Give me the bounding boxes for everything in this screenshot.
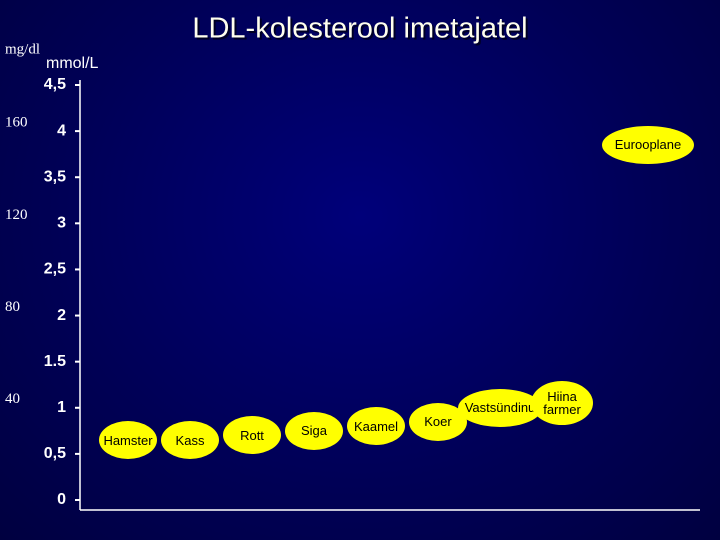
y-tick-label: 1.5: [44, 353, 66, 370]
y-tick-label: 0: [57, 491, 66, 508]
y-tick-label: 2,5: [44, 261, 66, 278]
bubble: Kaamel: [347, 407, 405, 446]
bubble: Rott: [223, 416, 281, 455]
category-label: Vastsündinu: [464, 400, 536, 416]
category-label: Eurooplane: [614, 137, 682, 153]
bubble: Vastsündinu: [458, 388, 542, 427]
chart-title: LDL-kolesterool imetajatel: [192, 13, 527, 45]
category-label: Rott: [240, 427, 264, 443]
bubble: Siga: [285, 411, 343, 450]
category-label: Hamster: [103, 432, 153, 448]
y-tick-label: 4: [57, 122, 66, 139]
category-label: Kass: [175, 432, 205, 448]
y2-tick-label: 120: [5, 207, 28, 223]
bubble: Hiina farmer: [531, 381, 593, 426]
category-label: Hiina farmer: [543, 389, 581, 418]
y-tick-label: 4,5: [44, 76, 66, 93]
y-tick-label: 1: [57, 399, 66, 416]
title-shadow: LDL-kolesterool imetajatel: [194, 15, 529, 47]
y-tick-label: 0,5: [44, 445, 66, 462]
y-axis-label: mmol/L: [46, 55, 99, 72]
category-label: Koer: [424, 414, 452, 430]
y-tick-label: 2: [57, 307, 66, 324]
y-tick-label: 3,5: [44, 168, 66, 185]
y-tick-label: 3: [57, 215, 66, 232]
bubble: Eurooplane: [602, 125, 694, 164]
y2-tick-label: 40: [5, 391, 20, 407]
y2-tick-label: 80: [5, 299, 20, 315]
bubble: Hamster: [99, 421, 157, 460]
y2-tick-label: 160: [5, 115, 28, 131]
bubble: Koer: [409, 402, 467, 441]
category-label: Siga: [300, 423, 328, 439]
bubble: Kass: [161, 421, 219, 460]
category-label: Kaamel: [353, 418, 399, 434]
y2-axis-label: mg/dl: [5, 41, 40, 57]
